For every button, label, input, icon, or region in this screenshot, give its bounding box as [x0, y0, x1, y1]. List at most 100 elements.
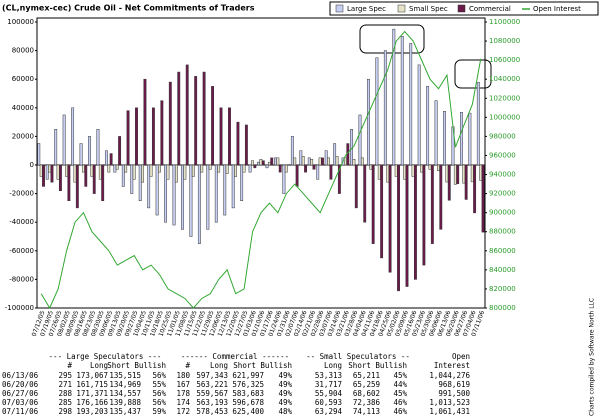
- y2-tick-label: 1060000: [489, 56, 520, 64]
- bar: [251, 160, 254, 166]
- table-cell: 06/13/06: [2, 371, 39, 380]
- table-cell: 45%: [393, 389, 407, 398]
- bar: [253, 164, 257, 169]
- bar: [96, 129, 100, 166]
- bar: [58, 164, 62, 191]
- bar: [242, 164, 246, 173]
- table-cell: 1,044,276: [429, 371, 470, 380]
- table-cell: 60,593: [315, 398, 342, 407]
- bar: [244, 124, 248, 166]
- y-tick-label: 40000: [12, 104, 34, 112]
- bar: [445, 164, 449, 183]
- bar: [42, 164, 45, 187]
- bar: [48, 164, 52, 173]
- bar: [422, 164, 426, 266]
- bar: [202, 71, 206, 166]
- table-column: Long: [210, 361, 228, 370]
- y-tick-label: -80000: [9, 275, 34, 283]
- table-cell: 578,453: [196, 407, 228, 416]
- table-column: Short Bullish: [233, 361, 292, 370]
- table-cell: 597,343: [196, 371, 228, 380]
- bar: [143, 78, 147, 166]
- table-column: Interest: [434, 361, 470, 370]
- bar: [206, 164, 210, 230]
- y2-tick-label: 980000: [489, 132, 516, 140]
- y2-tick-label: 820000: [489, 285, 516, 293]
- bar: [228, 107, 231, 166]
- table-column: Short Bullish: [348, 361, 407, 370]
- bar: [383, 50, 387, 166]
- bar: [54, 129, 58, 166]
- bar: [81, 164, 85, 173]
- bar: [274, 157, 277, 166]
- bar: [158, 164, 161, 173]
- table-cell: 46%: [393, 398, 407, 407]
- bar: [71, 107, 75, 166]
- bar: [327, 157, 330, 166]
- table-cell: 63,294: [315, 407, 343, 416]
- y2-tick-label: 960000: [489, 151, 516, 159]
- bar: [174, 164, 178, 183]
- bar: [481, 164, 485, 233]
- bar: [73, 164, 77, 183]
- table-cell: 49%: [278, 371, 292, 380]
- legend-swatch: [397, 4, 406, 13]
- bar: [104, 150, 108, 166]
- table-cell: 31,717: [315, 380, 342, 389]
- y2-tick-label: 1040000: [489, 75, 520, 83]
- table-cell: 271: [58, 380, 72, 389]
- bar: [217, 164, 221, 173]
- table-cell: 134,557: [109, 389, 141, 398]
- bar: [386, 164, 390, 183]
- y2-tick-label: 900000: [489, 209, 516, 217]
- table-cell: 176,166: [76, 398, 108, 407]
- bar: [194, 76, 198, 166]
- table-cell: 65,211: [353, 371, 380, 380]
- table-cell: 180: [176, 371, 190, 380]
- table-cell: 559,567: [196, 389, 228, 398]
- y2-tick-label: 920000: [489, 190, 516, 198]
- y2-tick-label: 860000: [489, 247, 516, 255]
- bar: [141, 164, 145, 183]
- table-cell: 55,904: [315, 389, 343, 398]
- legend-swatch: [335, 4, 344, 13]
- table-cell: 576,325: [232, 380, 264, 389]
- table-cell: 178: [176, 389, 190, 398]
- table-cell: 167: [176, 380, 190, 389]
- bar: [363, 164, 367, 223]
- bar: [257, 161, 260, 166]
- bar: [107, 164, 111, 173]
- y2-tick-label: 1020000: [489, 94, 520, 102]
- bar: [321, 157, 324, 166]
- bar: [436, 164, 440, 171]
- table-cell: 563,221: [196, 380, 228, 389]
- bar: [214, 164, 218, 223]
- bar: [443, 111, 446, 166]
- bar: [132, 164, 136, 180]
- bar: [185, 64, 189, 166]
- highlight-box: [359, 24, 425, 54]
- y-tick-label: -60000: [9, 247, 34, 255]
- bar: [92, 164, 96, 194]
- bar: [219, 107, 223, 166]
- bar: [113, 164, 117, 173]
- bar: [177, 71, 181, 166]
- bar: [164, 164, 168, 223]
- bar: [282, 164, 286, 194]
- bar: [397, 164, 400, 292]
- bar: [79, 143, 83, 166]
- bar: [369, 164, 373, 170]
- bar: [462, 164, 466, 184]
- y-tick-label: 100000: [7, 18, 34, 26]
- bar: [344, 157, 347, 166]
- table-cell: 74,113: [353, 407, 380, 416]
- bar: [405, 164, 409, 287]
- table-cell: 49%: [278, 389, 292, 398]
- y-tick-label: 80000: [12, 47, 34, 55]
- bar: [426, 86, 430, 166]
- table-cell: 991,500: [438, 389, 470, 398]
- table-cell: 07/11/06: [2, 407, 39, 416]
- bar: [231, 164, 235, 209]
- table-cell: 1,061,431: [429, 407, 470, 416]
- bar: [183, 164, 187, 180]
